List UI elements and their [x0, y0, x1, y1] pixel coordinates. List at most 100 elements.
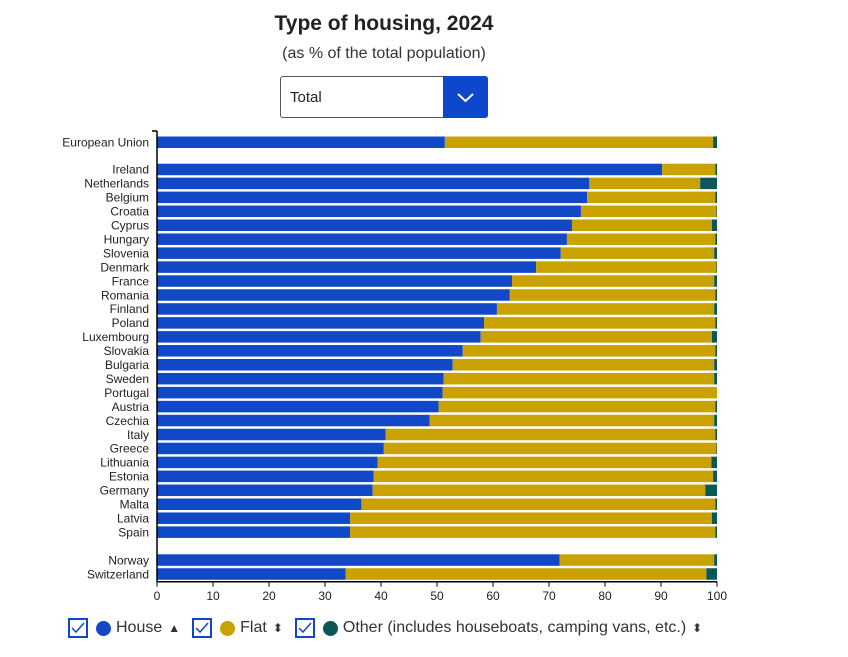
- sort-icon[interactable]: ⬍: [272, 621, 283, 635]
- bar-other[interactable]: [714, 303, 717, 315]
- bar-other[interactable]: [715, 233, 717, 245]
- bar-flat[interactable]: [587, 191, 716, 204]
- bar-other[interactable]: [711, 331, 717, 343]
- bar-house[interactable]: [157, 428, 386, 441]
- dropdown-toggle-button[interactable]: [443, 76, 488, 118]
- bar-flat[interactable]: [536, 261, 717, 273]
- bar-flat[interactable]: [429, 414, 715, 427]
- bar-house[interactable]: [157, 554, 560, 566]
- bar-flat[interactable]: [377, 456, 712, 469]
- bar-flat[interactable]: [385, 428, 716, 441]
- bar-other[interactable]: [711, 456, 717, 469]
- bar-house[interactable]: [157, 456, 378, 469]
- bar-flat[interactable]: [452, 359, 715, 371]
- bar-other[interactable]: [713, 136, 717, 149]
- bar-other[interactable]: [715, 400, 717, 413]
- bar-other[interactable]: [715, 163, 717, 176]
- bar-other[interactable]: [713, 470, 717, 483]
- bar-other[interactable]: [715, 191, 717, 204]
- bar-other[interactable]: [714, 275, 717, 287]
- bar-other[interactable]: [711, 219, 717, 232]
- bar-flat[interactable]: [462, 345, 716, 357]
- category-label: France: [112, 274, 150, 288]
- bar-flat[interactable]: [345, 568, 707, 580]
- bar-house[interactable]: [157, 177, 590, 190]
- bar-flat[interactable]: [484, 317, 716, 329]
- bar-house[interactable]: [157, 345, 463, 357]
- bar-flat[interactable]: [560, 247, 715, 259]
- bar-flat[interactable]: [571, 219, 712, 232]
- bar-flat[interactable]: [509, 289, 716, 301]
- bar-house[interactable]: [157, 414, 430, 427]
- x-tick-label: 20: [262, 589, 276, 603]
- bar-flat[interactable]: [442, 386, 717, 399]
- bar-flat[interactable]: [444, 136, 714, 149]
- bar-house[interactable]: [157, 470, 374, 483]
- bar-house[interactable]: [157, 303, 497, 315]
- bar-house[interactable]: [157, 331, 481, 343]
- bar-house[interactable]: [157, 568, 346, 580]
- bar-other[interactable]: [715, 317, 717, 329]
- bar-house[interactable]: [157, 512, 351, 524]
- bar-house[interactable]: [157, 386, 443, 399]
- bar-flat[interactable]: [566, 233, 716, 245]
- bar-house[interactable]: [157, 163, 663, 176]
- bar-flat[interactable]: [373, 470, 714, 483]
- bar-house[interactable]: [157, 191, 588, 204]
- bar-other[interactable]: [715, 428, 717, 441]
- bar-flat[interactable]: [662, 163, 716, 176]
- bar-house[interactable]: [157, 359, 453, 371]
- bar-other[interactable]: [706, 568, 717, 580]
- bar-house[interactable]: [157, 233, 567, 245]
- bar-other[interactable]: [716, 442, 717, 455]
- check-icon: [298, 622, 312, 634]
- bar-other[interactable]: [716, 205, 717, 218]
- bar-other[interactable]: [714, 372, 717, 385]
- bar-house[interactable]: [157, 442, 384, 455]
- bar-other[interactable]: [700, 177, 717, 190]
- sort-asc-icon[interactable]: ▲: [168, 621, 181, 635]
- bar-flat[interactable]: [383, 442, 717, 455]
- bar-flat[interactable]: [512, 275, 715, 287]
- bar-other[interactable]: [715, 289, 717, 301]
- bar-house[interactable]: [157, 289, 510, 301]
- bar-house[interactable]: [157, 205, 581, 218]
- bar-flat[interactable]: [372, 484, 706, 497]
- bar-other[interactable]: [714, 554, 717, 566]
- bar-house[interactable]: [157, 498, 362, 511]
- bar-house[interactable]: [157, 261, 537, 273]
- bar-other[interactable]: [705, 484, 717, 497]
- legend-checkbox-other[interactable]: [294, 618, 315, 638]
- bar-house[interactable]: [157, 400, 439, 413]
- bar-house[interactable]: [157, 136, 445, 149]
- bar-house[interactable]: [157, 317, 485, 329]
- bar-other[interactable]: [714, 359, 717, 371]
- bar-flat[interactable]: [480, 331, 712, 343]
- bar-other[interactable]: [714, 247, 717, 259]
- bar-house[interactable]: [157, 247, 561, 259]
- bar-other[interactable]: [715, 526, 717, 538]
- bar-flat[interactable]: [350, 512, 712, 524]
- bar-flat[interactable]: [443, 372, 715, 385]
- bar-flat[interactable]: [580, 205, 717, 218]
- bar-flat[interactable]: [438, 400, 716, 413]
- legend-checkbox-flat[interactable]: [192, 618, 213, 638]
- breakdown-dropdown[interactable]: Total: [280, 76, 488, 118]
- bar-house[interactable]: [157, 219, 572, 232]
- bar-other[interactable]: [716, 261, 717, 273]
- bar-flat[interactable]: [350, 526, 716, 538]
- bar-other[interactable]: [715, 345, 717, 357]
- bar-flat[interactable]: [559, 554, 715, 566]
- bar-flat[interactable]: [496, 303, 715, 315]
- bar-house[interactable]: [157, 484, 373, 497]
- bar-house[interactable]: [157, 372, 444, 385]
- bar-house[interactable]: [157, 526, 351, 538]
- bar-other[interactable]: [711, 512, 717, 524]
- legend-checkbox-house[interactable]: [68, 618, 88, 638]
- bar-flat[interactable]: [589, 177, 701, 190]
- bar-other[interactable]: [715, 498, 717, 511]
- bar-other[interactable]: [714, 414, 717, 427]
- bar-flat[interactable]: [361, 498, 716, 511]
- bar-house[interactable]: [157, 275, 513, 287]
- sort-icon[interactable]: ⬍: [692, 621, 703, 635]
